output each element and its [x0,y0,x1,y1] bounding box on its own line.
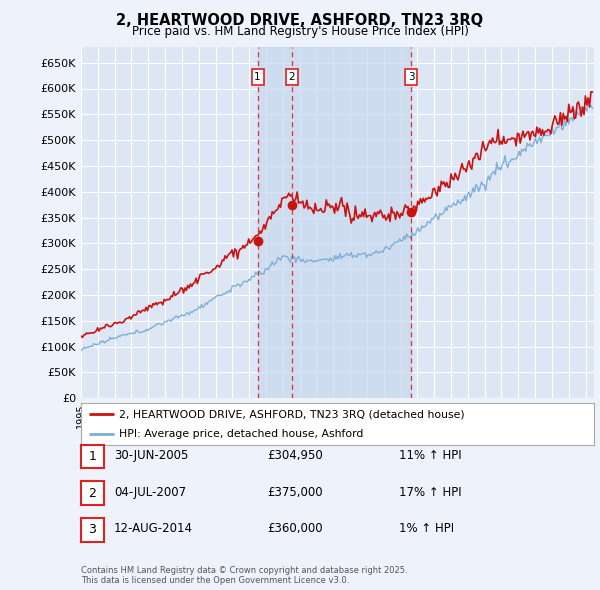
Text: 2: 2 [289,72,295,82]
Text: Price paid vs. HM Land Registry's House Price Index (HPI): Price paid vs. HM Land Registry's House … [131,25,469,38]
Text: 1: 1 [88,450,97,463]
Text: 30-JUN-2005: 30-JUN-2005 [114,449,188,462]
Text: 2, HEARTWOOD DRIVE, ASHFORD, TN23 3RQ (detached house): 2, HEARTWOOD DRIVE, ASHFORD, TN23 3RQ (d… [119,409,465,419]
Text: HPI: Average price, detached house, Ashford: HPI: Average price, detached house, Ashf… [119,429,364,439]
Text: 2, HEARTWOOD DRIVE, ASHFORD, TN23 3RQ: 2, HEARTWOOD DRIVE, ASHFORD, TN23 3RQ [116,13,484,28]
Text: £360,000: £360,000 [267,522,323,535]
Text: 17% ↑ HPI: 17% ↑ HPI [399,486,461,499]
Text: 2: 2 [88,487,97,500]
Text: 3: 3 [407,72,415,82]
Text: 3: 3 [88,523,97,536]
Bar [257,47,411,398]
Text: 1: 1 [254,72,261,82]
Text: 12-AUG-2014: 12-AUG-2014 [114,522,193,535]
Text: Contains HM Land Registry data © Crown copyright and database right 2025.
This d: Contains HM Land Registry data © Crown c… [81,566,407,585]
Text: 04-JUL-2007: 04-JUL-2007 [114,486,186,499]
Text: 11% ↑ HPI: 11% ↑ HPI [399,449,461,462]
Text: 1% ↑ HPI: 1% ↑ HPI [399,522,454,535]
Text: £304,950: £304,950 [267,449,323,462]
Text: £375,000: £375,000 [267,486,323,499]
